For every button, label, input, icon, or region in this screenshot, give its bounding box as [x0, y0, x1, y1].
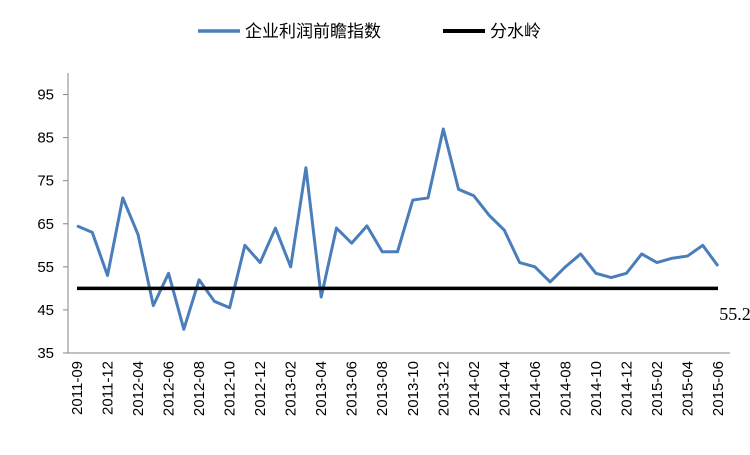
annotation: 55.2: [719, 304, 750, 324]
y-tick-label: 85: [37, 130, 54, 147]
y-tick-label: 65: [37, 216, 54, 233]
x-tick-label: 2013-10: [405, 361, 422, 416]
x-tick-label: 2014-02: [466, 361, 483, 416]
x-tick-label: 2012-06: [161, 361, 178, 416]
x-tick-label: 2013-06: [344, 361, 361, 416]
x-tick-label: 2012-10: [222, 361, 239, 416]
x-tick-label: 2011-09: [69, 361, 86, 415]
x-tick-label: 2013-02: [283, 361, 300, 416]
y-tick-label: 95: [37, 87, 54, 104]
x-tick-label: 2014-04: [496, 361, 513, 416]
x-tick-label: 2013-04: [313, 361, 330, 416]
x-tick-label: 2012-04: [130, 361, 147, 416]
y-tick-label: 75: [37, 173, 54, 190]
x-tick-label: 2014-10: [588, 361, 605, 416]
x-tick-label: 2012-08: [191, 361, 208, 416]
x-tick-label: 2013-08: [374, 361, 391, 416]
x-tick-label: 2013-12: [435, 361, 452, 416]
y-tick-label: 55: [37, 259, 54, 276]
x-tick-label: 2014-08: [557, 361, 574, 416]
legend-label: 企业利润前瞻指数: [245, 22, 381, 41]
y-tick-label: 45: [37, 302, 54, 319]
series-line: [76, 127, 720, 331]
x-tick-label: 2015-04: [679, 361, 696, 416]
x-tick-label: 2015-02: [649, 361, 666, 416]
x-tick-label: 2014-12: [618, 361, 635, 416]
y-tick-label: 35: [37, 345, 54, 362]
x-tick-label: 2014-06: [527, 361, 544, 416]
legend-label: 分水岭: [490, 22, 541, 41]
x-tick-label: 2015-06: [710, 361, 727, 416]
x-tick-label: 2011-12: [100, 361, 117, 415]
x-tick-label: 2012-12: [252, 361, 269, 416]
